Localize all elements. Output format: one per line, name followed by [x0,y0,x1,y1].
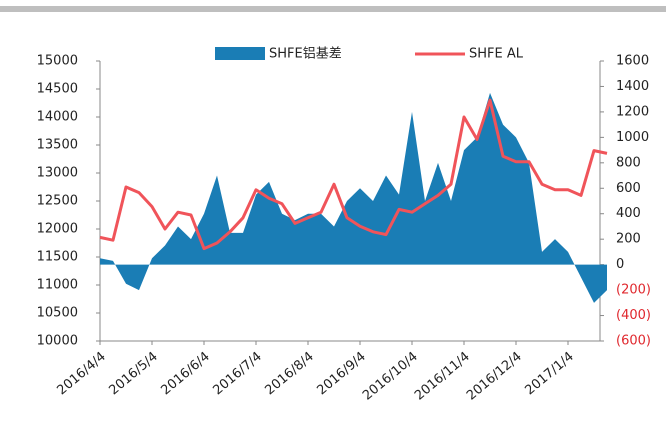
y-tick-label: 10000 [37,334,78,349]
price-line [99,98,608,251]
y-tick-label: 12500 [37,194,78,209]
y2-tick-label: 1200 [616,104,649,119]
legend-label: SHFE AL [469,47,524,62]
x-tick-label: 2016/12/4 [464,349,525,403]
y2-tick-label: 1400 [616,79,649,94]
y2-tick-label: 800 [616,155,641,170]
y-tick-label: 13500 [37,138,78,153]
y-tick-label: 11000 [37,278,78,293]
x-tick-label: 2016/10/4 [360,349,421,403]
basis-area [100,92,607,303]
y-tick-label: 11500 [37,250,78,265]
y2-tick-label: (600) [616,334,651,349]
x-tick-label: 2016/4/4 [54,349,108,398]
y2-tick-label: (400) [616,308,651,323]
legend-swatch [215,47,265,60]
x-tick-label: 2016/6/4 [158,349,212,398]
top-bar [0,6,666,12]
y2-tick-label: 600 [616,181,641,196]
x-tick-label: 2017/1/4 [522,349,576,398]
legend-label: SHFE铝基差 [269,47,342,62]
y2-tick-label: (200) [616,283,651,298]
y2-tick-label: 1000 [616,130,649,145]
y2-tick-label: 0 [616,257,624,272]
y2-tick-label: 400 [616,206,641,221]
y2-tick-label: 200 [616,232,641,247]
y2-tick-label: 1600 [616,54,649,69]
y-tick-label: 13000 [37,166,78,181]
x-tick-label: 2016/8/4 [262,349,316,398]
y-tick-label: 14500 [37,82,78,97]
y-tick-label: 12000 [37,222,78,237]
x-tick-label: 2016/5/4 [106,349,160,398]
y-tick-label: 10500 [37,306,78,321]
x-tick-label: 2016/7/4 [210,349,264,398]
x-tick-label: 2016/11/4 [412,349,473,403]
y-tick-label: 15000 [37,54,78,69]
y-tick-label: 14000 [37,110,78,125]
